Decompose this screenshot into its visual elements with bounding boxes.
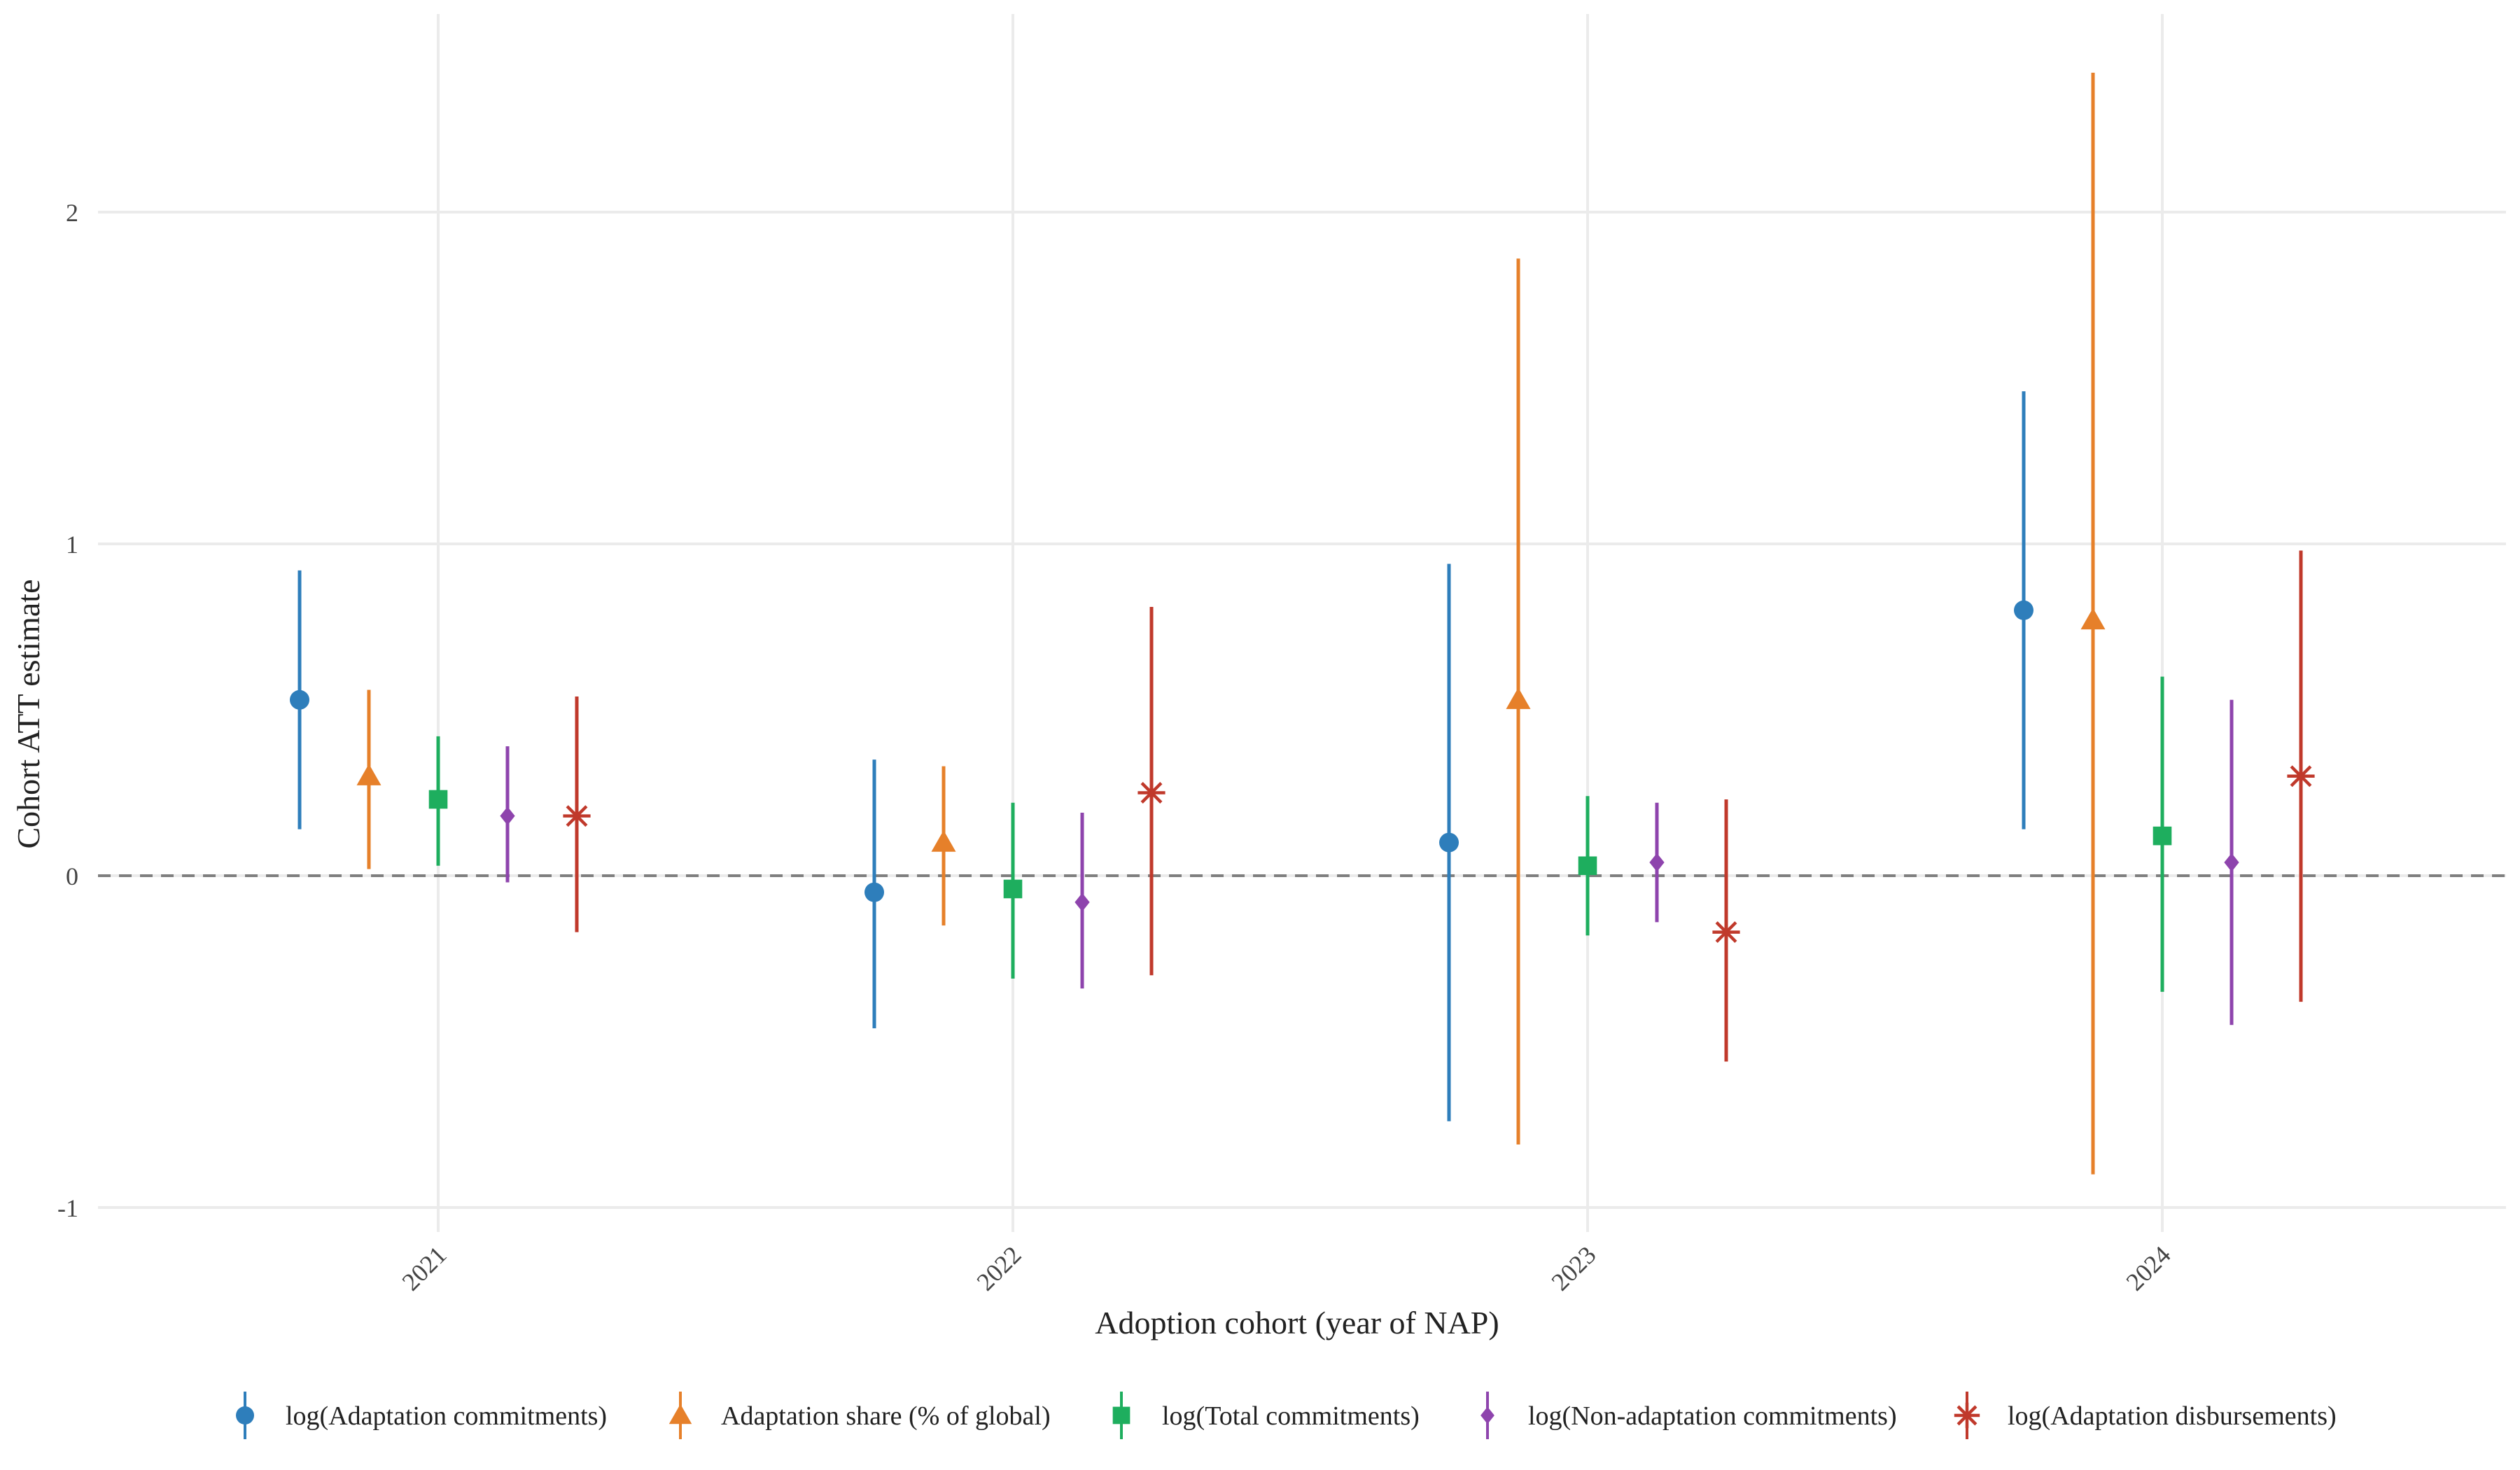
legend-key-marker	[1480, 1406, 1494, 1424]
legend-item: log(Adaptation commitments)	[236, 1392, 607, 1439]
legend-key-marker	[668, 1404, 692, 1424]
data-point	[1074, 892, 1090, 912]
legend-key-marker	[236, 1406, 254, 1424]
y-axis-title: Cohort ATT estimate	[10, 579, 46, 848]
legend-label: Adaptation share (% of global)	[721, 1401, 1051, 1431]
data-point	[1649, 853, 1665, 872]
data-point	[428, 790, 448, 809]
data-point	[1712, 918, 1740, 946]
legend-label: log(Total commitments)	[1162, 1401, 1420, 1431]
data-point	[2224, 853, 2239, 872]
asterisk-stroke	[1140, 782, 1163, 804]
y-tick-label: 2	[66, 199, 78, 227]
data-point	[1003, 879, 1023, 899]
legend-item: log(Adaptation disbursements)	[1954, 1392, 2337, 1439]
data-point	[290, 690, 309, 710]
series-layer	[290, 72, 2315, 1175]
y-axis-ticks: -1 0 1 2	[57, 199, 78, 1222]
y-tick-label: -1	[57, 1194, 78, 1222]
data-point	[1578, 856, 1597, 876]
series-4	[500, 699, 2239, 1026]
legend-label: log(Adaptation disbursements)	[2008, 1401, 2337, 1431]
asterisk-stroke	[566, 805, 588, 827]
data-point	[2287, 762, 2315, 790]
data-point	[500, 806, 515, 825]
data-point	[2080, 608, 2106, 630]
legend-item: Adaptation share (% of global)	[668, 1392, 1051, 1439]
data-point	[931, 830, 956, 852]
data-point	[563, 802, 591, 830]
data-point	[2152, 826, 2172, 846]
legend-key-marker	[1112, 1406, 1130, 1424]
legend-item: log(Total commitments)	[1112, 1392, 1420, 1439]
asterisk-stroke	[1715, 921, 1737, 944]
y-tick-label: 0	[66, 862, 78, 890]
series-2	[356, 72, 2106, 1175]
legend-label: log(Adaptation commitments)	[286, 1401, 607, 1431]
legend-key-marker	[1954, 1402, 1980, 1429]
data-point	[864, 882, 884, 902]
y-tick-label: 1	[66, 531, 78, 559]
legend-label: log(Non-adaptation commitments)	[1528, 1401, 1897, 1431]
data-point	[2014, 600, 2033, 620]
x-axis-title: Adoption cohort (year of NAP)	[1095, 1305, 1499, 1340]
series-3	[428, 676, 2172, 992]
asterisk-stroke	[2290, 765, 2312, 788]
data-point	[1439, 832, 1459, 853]
asterisk-stroke	[1956, 1405, 1977, 1426]
legend: log(Adaptation commitments) Adaptation sh…	[236, 1392, 2337, 1439]
series-5	[563, 550, 2315, 1062]
series-1	[290, 391, 2033, 1121]
data-point	[1138, 778, 1166, 807]
data-point	[1506, 687, 1531, 709]
legend-item: log(Non-adaptation commitments)	[1480, 1392, 1897, 1439]
data-point	[356, 764, 382, 785]
